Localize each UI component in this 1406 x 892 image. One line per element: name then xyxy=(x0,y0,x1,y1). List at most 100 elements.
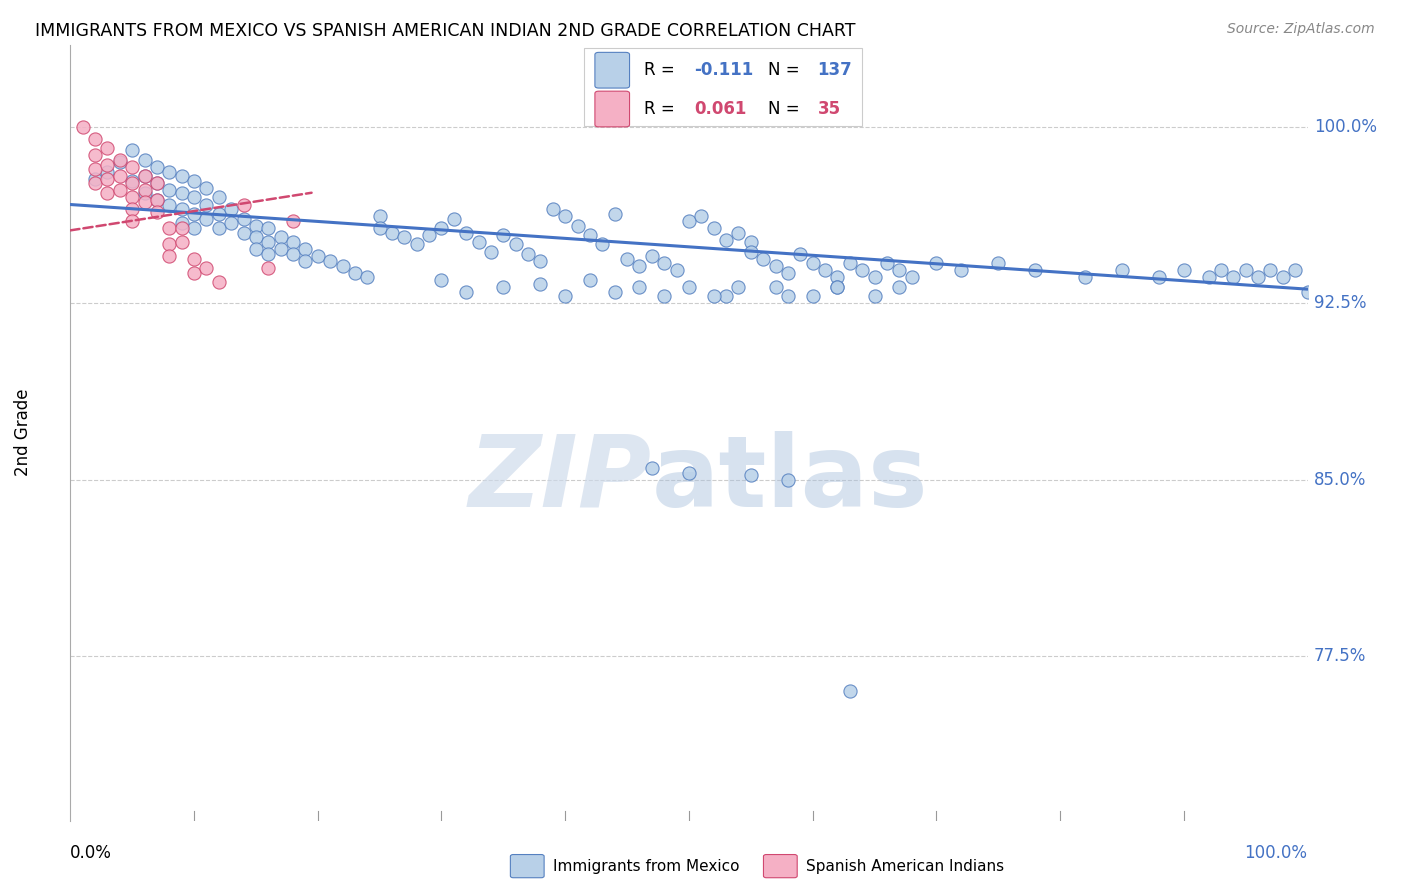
Point xyxy=(567,219,589,233)
Point xyxy=(690,209,713,223)
Point xyxy=(1198,270,1220,285)
Point xyxy=(479,244,502,259)
Point xyxy=(863,270,886,285)
Point xyxy=(281,235,304,249)
Point xyxy=(727,280,749,294)
Point xyxy=(801,289,824,303)
Text: Immigrants from Mexico: Immigrants from Mexico xyxy=(553,859,740,873)
Point xyxy=(814,263,837,277)
Point xyxy=(245,230,267,244)
Point xyxy=(183,252,205,266)
Point xyxy=(714,233,737,247)
Point xyxy=(146,193,169,207)
Point xyxy=(456,285,478,299)
Point xyxy=(195,211,218,226)
Point xyxy=(84,162,107,177)
Point xyxy=(517,247,540,261)
Point xyxy=(108,183,131,197)
Point xyxy=(121,202,143,217)
Point xyxy=(678,466,700,480)
Point xyxy=(134,169,156,184)
Point xyxy=(195,260,218,275)
Point xyxy=(863,289,886,303)
Point xyxy=(146,204,169,219)
Point xyxy=(889,280,911,294)
Point xyxy=(703,289,725,303)
Point xyxy=(170,221,193,235)
Point xyxy=(405,237,427,252)
Point xyxy=(1209,263,1232,277)
Point xyxy=(1024,263,1046,277)
Point xyxy=(603,285,626,299)
Point xyxy=(827,280,849,294)
Text: 0.061: 0.061 xyxy=(695,100,747,118)
Point xyxy=(616,252,638,266)
FancyBboxPatch shape xyxy=(595,53,630,88)
Point xyxy=(1173,263,1195,277)
Point xyxy=(628,280,651,294)
Text: 77.5%: 77.5% xyxy=(1313,647,1367,665)
Point xyxy=(134,195,156,210)
Point xyxy=(270,230,292,244)
Point xyxy=(157,221,180,235)
Point xyxy=(394,230,416,244)
Point xyxy=(121,174,143,188)
Point xyxy=(776,289,799,303)
Text: 100.0%: 100.0% xyxy=(1313,118,1376,136)
Point xyxy=(84,171,107,186)
Point xyxy=(765,280,787,294)
Point xyxy=(900,270,922,285)
Point xyxy=(319,254,342,268)
Point xyxy=(554,289,576,303)
Point xyxy=(257,247,280,261)
Point xyxy=(430,221,453,235)
Text: N =: N = xyxy=(768,62,806,79)
Point xyxy=(183,190,205,204)
Text: -0.111: -0.111 xyxy=(695,62,754,79)
Point xyxy=(294,254,316,268)
Text: N =: N = xyxy=(768,100,806,118)
Text: ZIP: ZIP xyxy=(468,431,652,528)
Point xyxy=(157,249,180,263)
Point xyxy=(281,247,304,261)
Point xyxy=(134,153,156,167)
Point xyxy=(219,216,242,230)
Point xyxy=(678,214,700,228)
Point xyxy=(579,228,602,243)
Point xyxy=(1222,270,1244,285)
Point xyxy=(529,277,551,292)
Point xyxy=(96,164,118,178)
Point xyxy=(740,244,762,259)
FancyBboxPatch shape xyxy=(583,48,862,126)
Point xyxy=(96,171,118,186)
Point xyxy=(121,144,143,158)
Point xyxy=(579,273,602,287)
Text: Spanish American Indians: Spanish American Indians xyxy=(806,859,1004,873)
Point xyxy=(851,263,873,277)
Point xyxy=(641,249,664,263)
Point xyxy=(714,289,737,303)
Point xyxy=(456,226,478,240)
Point xyxy=(108,169,131,184)
Point xyxy=(740,235,762,249)
Point xyxy=(603,207,626,221)
Point xyxy=(492,228,515,243)
Text: R =: R = xyxy=(644,62,681,79)
Point xyxy=(652,289,675,303)
Point xyxy=(838,684,860,698)
Point xyxy=(146,193,169,207)
Point xyxy=(368,209,391,223)
Point xyxy=(356,270,378,285)
Point xyxy=(157,197,180,211)
Point xyxy=(641,461,664,475)
Point xyxy=(343,266,366,280)
Point xyxy=(591,237,613,252)
Point xyxy=(257,260,280,275)
Point xyxy=(752,252,775,266)
Point xyxy=(84,177,107,191)
Point xyxy=(827,270,849,285)
Text: 92.5%: 92.5% xyxy=(1313,294,1367,312)
Point xyxy=(838,256,860,270)
Point xyxy=(208,221,231,235)
Point xyxy=(1260,263,1282,277)
